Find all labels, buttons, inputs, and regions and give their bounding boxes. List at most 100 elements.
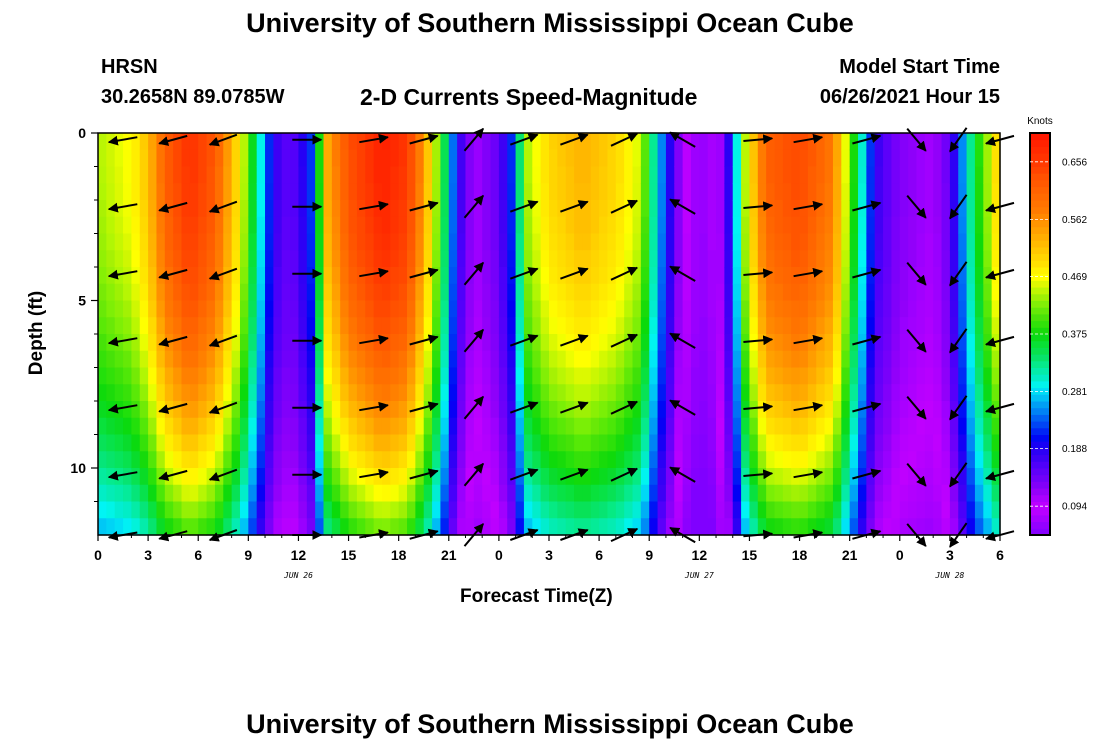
colorbar-cell	[1030, 521, 1050, 529]
heatmap-cell	[966, 518, 976, 536]
heatmap-cell	[774, 216, 784, 235]
heatmap-cell	[941, 149, 951, 168]
heatmap-cell	[373, 149, 383, 168]
heatmap-cell	[298, 367, 308, 385]
heatmap-cell	[832, 183, 842, 201]
heatmap-cell	[908, 267, 918, 285]
heatmap-cell	[849, 183, 859, 201]
x-tick-label: 0	[495, 547, 503, 563]
heatmap-cell	[448, 216, 458, 235]
current-arrow	[852, 334, 882, 346]
heatmap-cell	[490, 384, 500, 402]
heatmap-cell	[816, 149, 826, 168]
x-tick-label: 15	[742, 547, 758, 563]
heatmap-cell	[933, 149, 943, 168]
heatmap-cell	[465, 334, 475, 352]
heatmap-cell	[991, 417, 1001, 436]
heatmap-cell	[757, 401, 767, 419]
heatmap-cell	[306, 501, 316, 519]
heatmap-cell	[398, 484, 408, 503]
heatmap-cell	[640, 149, 650, 168]
heatmap-cell	[983, 367, 993, 385]
heatmap-cell	[974, 300, 984, 318]
heatmap-cell	[791, 350, 801, 369]
heatmap-cell	[239, 250, 249, 268]
heatmap-cell	[632, 451, 642, 469]
heatmap-cell	[974, 334, 984, 352]
heatmap-cell	[599, 317, 609, 335]
heatmap-cell	[131, 350, 141, 369]
heatmap-cell	[365, 384, 375, 402]
heatmap-cell	[290, 283, 300, 302]
heatmap-cell	[114, 501, 124, 519]
heatmap-cell	[398, 434, 408, 452]
heatmap-cell	[398, 133, 408, 151]
heatmap-cell	[156, 250, 166, 268]
heatmap-cell	[423, 401, 433, 419]
heatmap-cell	[632, 216, 642, 235]
heatmap-cell	[949, 300, 959, 318]
heatmap-cell	[782, 250, 792, 268]
heatmap-cell	[766, 434, 776, 452]
heatmap-cell	[974, 216, 984, 235]
heatmap-cell	[490, 317, 500, 335]
heatmap-cell	[799, 216, 809, 235]
heatmap-cell	[908, 417, 918, 436]
heatmap-cell	[123, 401, 133, 419]
heatmap-cell	[432, 149, 442, 168]
heatmap-cell	[123, 317, 133, 335]
heatmap-cell	[248, 451, 258, 469]
heatmap-cell	[507, 216, 517, 235]
heatmap-cell	[707, 350, 717, 369]
heatmap-cell	[181, 417, 191, 436]
heatmap-cell	[139, 401, 149, 419]
heatmap-cell	[841, 384, 851, 402]
heatmap-cell	[440, 350, 450, 369]
heatmap-cell	[156, 283, 166, 302]
heatmap-cell	[290, 501, 300, 519]
heatmap-cell	[799, 484, 809, 503]
heatmap-cell	[682, 216, 692, 235]
heatmap-cell	[891, 183, 901, 201]
colorbar-cell	[1030, 153, 1050, 161]
heatmap-cell	[799, 166, 809, 184]
heatmap-cell	[974, 267, 984, 285]
heatmap-cell	[173, 250, 183, 268]
colorbar-cell	[1030, 206, 1050, 214]
heatmap-cell	[899, 133, 909, 151]
heatmap-cell	[941, 200, 951, 218]
heatmap-cell	[331, 166, 341, 184]
heatmap-cell	[707, 250, 717, 268]
heatmap-cell	[515, 250, 525, 268]
heatmap-cell	[164, 233, 174, 251]
heatmap-cell	[398, 334, 408, 352]
heatmap-cell	[206, 283, 216, 302]
heatmap-cell	[223, 367, 233, 385]
colorbar-cell	[1030, 494, 1050, 502]
heatmap-cell	[540, 350, 550, 369]
heatmap-cell	[223, 183, 233, 201]
heatmap-cell	[189, 250, 199, 268]
heatmap-cell	[98, 401, 107, 419]
heatmap-cell	[214, 350, 224, 369]
current-arrow	[610, 266, 639, 281]
heatmap-cell	[724, 484, 734, 503]
heatmap-cell	[565, 434, 575, 452]
heatmap-cell	[273, 216, 283, 235]
heatmap-cell	[933, 350, 943, 369]
current-arrow	[743, 268, 774, 279]
heatmap-cell	[924, 133, 934, 151]
current-arrow	[610, 132, 639, 147]
heatmap-cell	[949, 484, 959, 503]
heatmap-cell	[782, 468, 792, 486]
heatmap-cell	[390, 200, 400, 218]
heatmap-cell	[891, 468, 901, 486]
heatmap-cell	[323, 468, 333, 486]
heatmap-cell	[958, 233, 968, 251]
colorbar-cell	[1030, 300, 1050, 308]
heatmap-cell	[123, 334, 133, 352]
heatmap-cell	[615, 166, 625, 184]
heatmap-cell	[265, 166, 274, 184]
heatmap-cell	[498, 501, 508, 519]
heatmap-cell	[599, 250, 609, 268]
